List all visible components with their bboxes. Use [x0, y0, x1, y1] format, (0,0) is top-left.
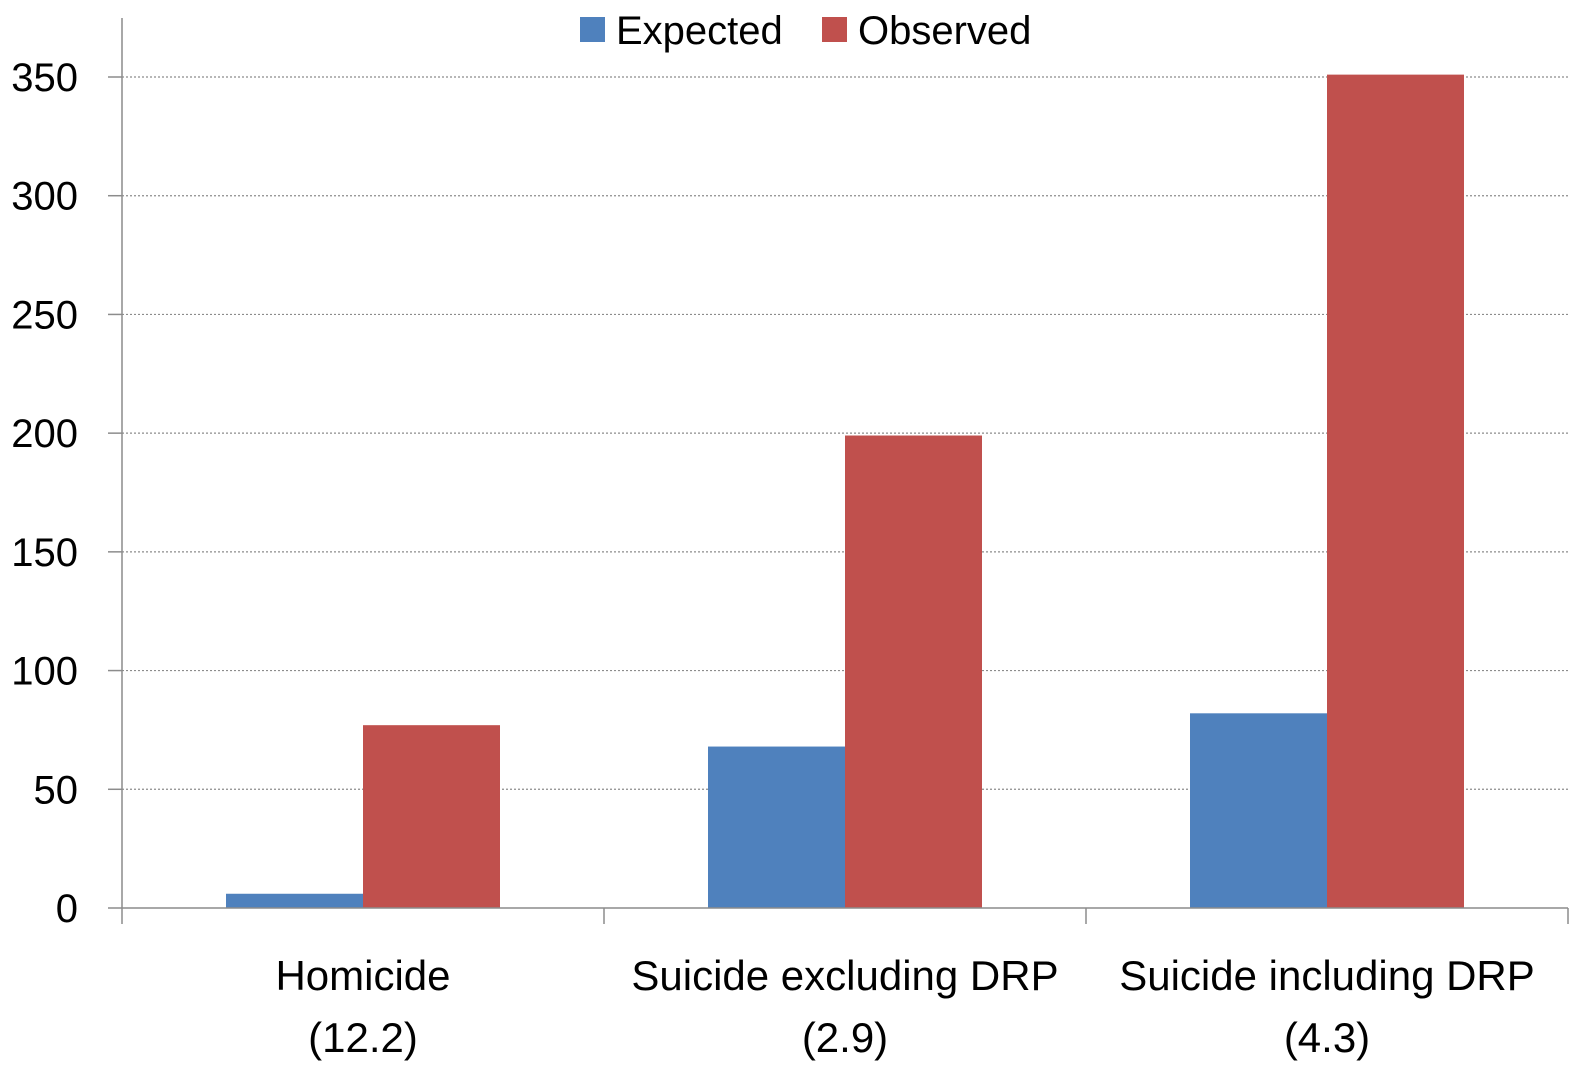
legend: Expected Observed — [580, 9, 1031, 53]
x-axis-category-labels: Homicide (12.2) Suicide excluding DRP (2.9)… — [275, 952, 1534, 1061]
y-tick-label: 50 — [34, 768, 79, 812]
x-category-label: Suicide including DRP — [1119, 952, 1535, 999]
bar-expected-1 — [708, 746, 845, 908]
y-tick-label: 300 — [11, 175, 78, 219]
x-category-sublabel: (12.2) — [308, 1014, 418, 1061]
axes — [108, 18, 1569, 924]
x-category-sublabel: (2.9) — [802, 1014, 888, 1061]
x-category-label: Suicide excluding DRP — [631, 952, 1058, 999]
y-tick-label: 0 — [56, 887, 78, 931]
legend-label-observed: Observed — [858, 9, 1031, 53]
y-tick-label: 200 — [11, 412, 78, 456]
y-tick-label: 100 — [11, 650, 78, 694]
bar-expected-0 — [226, 893, 363, 908]
legend-swatch-observed — [822, 17, 847, 42]
y-tick-label: 350 — [11, 56, 78, 100]
bar-expected-2 — [1190, 713, 1327, 908]
bar-observed-0 — [363, 725, 500, 908]
legend-swatch-expected — [580, 17, 605, 42]
x-category-sublabel: (4.3) — [1284, 1014, 1370, 1061]
bar-observed-1 — [845, 435, 982, 908]
legend-label-expected: Expected — [616, 9, 783, 53]
bar-observed-2 — [1327, 74, 1464, 908]
y-tick-label: 250 — [11, 293, 78, 337]
x-category-label: Homicide — [275, 952, 450, 999]
y-axis-tick-labels: 0 50 100 150 200 250 300 350 — [11, 56, 78, 931]
y-tick-label: 150 — [11, 531, 78, 575]
bars — [226, 74, 1464, 908]
